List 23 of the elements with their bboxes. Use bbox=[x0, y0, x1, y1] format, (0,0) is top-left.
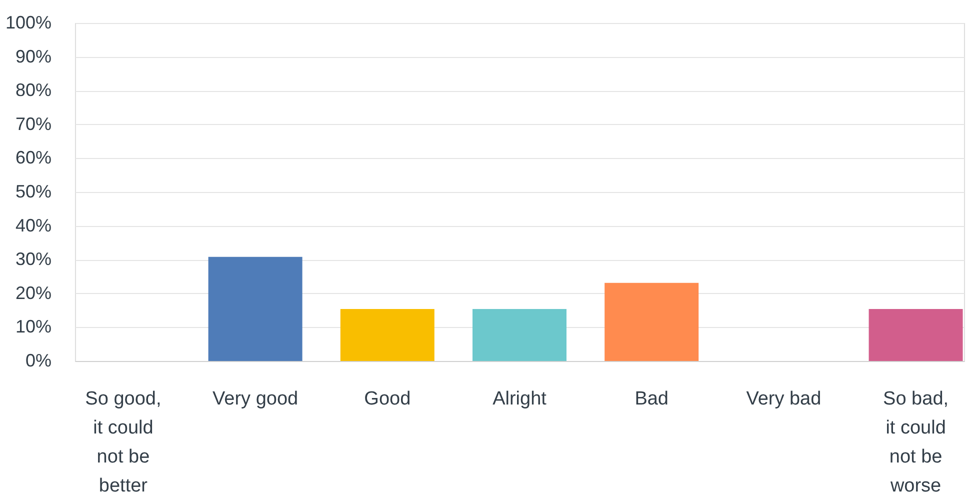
x-tick-label: Bad bbox=[634, 388, 668, 410]
bar bbox=[208, 256, 302, 361]
bar bbox=[472, 308, 566, 361]
y-tick-label: 0% bbox=[25, 350, 52, 370]
y-tick-label: 50% bbox=[15, 182, 52, 202]
x-tick-label: Alright bbox=[492, 388, 548, 410]
y-tick-label: 20% bbox=[15, 282, 52, 303]
bar bbox=[604, 282, 699, 361]
x-tick-label: Good bbox=[364, 388, 411, 410]
y-tick-label: 60% bbox=[15, 148, 52, 168]
y-tick-label: 30% bbox=[15, 249, 52, 270]
y-tick-label: 70% bbox=[15, 114, 52, 134]
y-tick-label: 100% bbox=[5, 12, 52, 32]
x-tick-label: Very good bbox=[212, 388, 298, 410]
y-tick-label: 40% bbox=[15, 215, 52, 236]
x-tick-label: Very bad bbox=[746, 388, 822, 410]
bar bbox=[868, 308, 963, 361]
x-tick-label: So good, it could not be better bbox=[85, 388, 162, 496]
y-tick-label: 10% bbox=[15, 316, 52, 337]
y-tick-label: 90% bbox=[15, 46, 52, 66]
y-tick-label: 80% bbox=[15, 80, 52, 100]
bar bbox=[340, 308, 434, 361]
x-tick-label: So bad, it could not be worse bbox=[883, 388, 949, 496]
